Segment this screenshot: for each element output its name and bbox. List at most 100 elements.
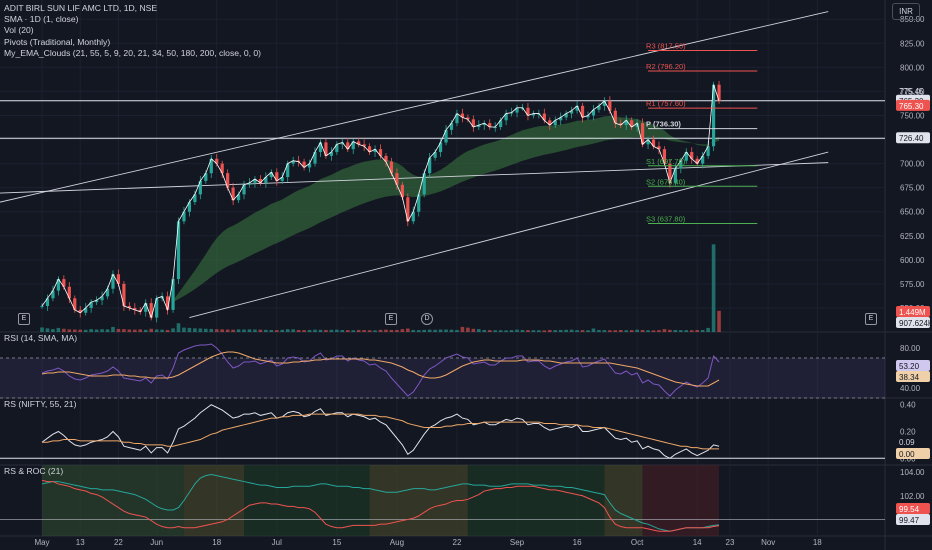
candle-body — [515, 107, 519, 113]
volume-bar — [116, 328, 121, 332]
volume-bar — [575, 330, 579, 332]
rs-roc-legend[interactable]: RS & ROC (21) — [4, 466, 64, 476]
volume-bar — [406, 328, 410, 332]
price-tick-label: 575.00 — [900, 280, 925, 289]
volume-bar — [253, 329, 257, 332]
candle-body — [105, 288, 110, 297]
roc-shade — [369, 465, 468, 536]
volume-bar — [629, 330, 634, 332]
volume-bar — [608, 330, 612, 332]
candle-body — [253, 178, 257, 183]
volume-bar — [62, 328, 66, 332]
rsi-ma-tag-bg — [896, 371, 930, 382]
trend-channel-upper — [41, 11, 829, 193]
time-tick-label: Nov — [761, 538, 775, 547]
candle-body — [602, 101, 606, 106]
volume-bar — [45, 328, 50, 332]
candle-body — [378, 149, 383, 156]
volume-bar — [89, 329, 93, 332]
pivot-lines: R3 (817.50) R2 (796.20) R1 (757.60) P (736.… — [646, 42, 758, 224]
volume-bar — [209, 328, 214, 332]
pivot-label-r3: R3 (817.50) — [646, 42, 686, 51]
pivot-label-s2: S2 (676.40) — [646, 177, 686, 186]
candle-body — [548, 120, 552, 126]
candle-body — [717, 84, 721, 102]
volume-legend[interactable]: Vol (20) — [4, 25, 34, 36]
rs-ma-tag: 0.00 — [899, 450, 915, 459]
currency-button[interactable]: INR — [892, 3, 920, 20]
candle-body — [111, 274, 115, 289]
earnings-flag[interactable]: E — [385, 313, 397, 325]
volume-bar — [67, 329, 72, 332]
candle-body — [286, 163, 290, 178]
pivots-legend[interactable]: Pivots (Traditional, Monthly) — [4, 36, 111, 47]
rsi-tag: 53.20 — [899, 362, 920, 371]
candle-body — [45, 298, 50, 307]
candle-body — [236, 194, 241, 201]
volume-bar — [591, 328, 596, 332]
time-tick-label: Aug — [390, 538, 404, 547]
candle-body — [373, 149, 377, 153]
volume-bar — [384, 329, 388, 332]
volume-bar — [165, 329, 170, 332]
volume-bar — [717, 310, 721, 332]
rs-legend[interactable]: RS (NIFTY, 55, 21) — [4, 399, 77, 409]
volume-bar — [487, 330, 492, 332]
price-tick-label: 600.00 — [900, 256, 925, 265]
candle-body — [531, 113, 535, 116]
volume-bar — [220, 329, 224, 332]
volume-bar — [111, 326, 115, 332]
ema-clouds-legend[interactable]: My_EMA_Clouds (21, 55, 5, 9, 20, 21, 34,… — [4, 47, 262, 58]
time-tick-label: May — [34, 538, 49, 547]
candle-body — [668, 163, 672, 183]
volume-bar — [689, 330, 694, 332]
price-tag: 726.40 — [899, 134, 924, 143]
symbol-title[interactable]: ADIT BIRL SUN LIF AMC LTD, 1D, NSE — [4, 3, 158, 13]
rsi-legend[interactable]: RSI (14, SMA, MA) — [4, 333, 78, 343]
candle-body — [509, 112, 514, 114]
candle-body — [176, 221, 181, 280]
volume-bar — [613, 330, 618, 332]
volume-bar — [122, 329, 126, 332]
volume-bar — [236, 329, 241, 332]
volume-bar — [438, 329, 443, 332]
candle-body — [657, 146, 661, 150]
candle-body — [444, 129, 448, 143]
trend-channel-extension — [0, 191, 43, 194]
earnings-flag[interactable]: E — [865, 313, 877, 325]
time-tick-label: Sep — [510, 538, 525, 547]
volume-bar — [356, 329, 361, 332]
candle-body — [411, 211, 415, 222]
volume-bar — [651, 330, 656, 332]
volume-bar — [182, 327, 186, 332]
candle-body — [165, 296, 170, 310]
time-tick-label: Jul — [272, 538, 282, 547]
candle-body — [340, 142, 344, 145]
candle-body — [597, 105, 601, 110]
volume-bar — [646, 330, 650, 332]
candle-body — [417, 194, 421, 212]
candle-body — [673, 168, 677, 183]
candle-body — [346, 142, 350, 150]
volume-bar — [329, 329, 334, 332]
volume-bar — [389, 329, 394, 332]
volume-bar — [367, 330, 372, 332]
volume-bar — [711, 244, 716, 332]
candle-body — [144, 303, 148, 312]
price-tick-label: 800.00 — [900, 63, 925, 72]
candle-body — [51, 290, 55, 299]
time-tick-label: Oct — [631, 538, 644, 547]
candle-body — [466, 117, 470, 120]
candle-body — [133, 307, 137, 310]
candle-body — [406, 197, 410, 222]
candle-body — [247, 182, 252, 185]
sma-legend[interactable]: SMA · 1D (1, close) — [4, 14, 79, 25]
candle-body — [231, 187, 235, 201]
dividend-flag[interactable]: D — [421, 313, 433, 325]
candle-body — [400, 184, 404, 198]
candle-body — [493, 127, 497, 129]
time-axis: May 13 22 Jun 18 Jul 15 Aug 22 Sep 16 Oct 14 23 Nov 18 — [34, 538, 822, 547]
earnings-flag[interactable]: E — [18, 313, 30, 325]
